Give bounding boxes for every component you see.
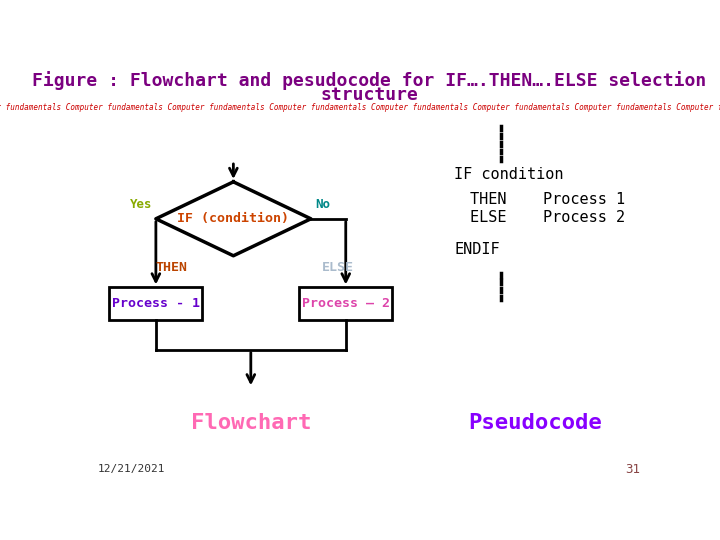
Text: Pseudocode: Pseudocode: [469, 413, 603, 433]
Text: THEN: THEN: [156, 261, 187, 274]
Text: IF (condition): IF (condition): [177, 212, 289, 225]
Text: ENDIF: ENDIF: [454, 242, 500, 257]
Bar: [109, 287, 202, 320]
Text: ELSE: ELSE: [322, 261, 354, 274]
Text: 31: 31: [625, 463, 640, 476]
Text: Process - 1: Process - 1: [112, 297, 200, 310]
Text: Flowchart: Flowchart: [191, 413, 311, 433]
Text: Process – 2: Process – 2: [302, 297, 390, 310]
Text: ELSE    Process 2: ELSE Process 2: [469, 210, 625, 225]
Text: IF condition: IF condition: [454, 167, 564, 181]
Text: 12/21/2021: 12/21/2021: [98, 464, 166, 474]
Bar: [300, 287, 392, 320]
Text: structure: structure: [320, 86, 418, 104]
Text: No: No: [315, 198, 330, 212]
Text: Computer fundamentals Computer fundamentals Computer fundamentals Computer funda: Computer fundamentals Computer fundament…: [0, 104, 720, 112]
Text: THEN    Process 1: THEN Process 1: [469, 192, 625, 207]
Text: Figure : Flowchart and pesudocode for IF….THEN….ELSE selection: Figure : Flowchart and pesudocode for IF…: [32, 71, 706, 91]
Text: Yes: Yes: [130, 198, 152, 212]
